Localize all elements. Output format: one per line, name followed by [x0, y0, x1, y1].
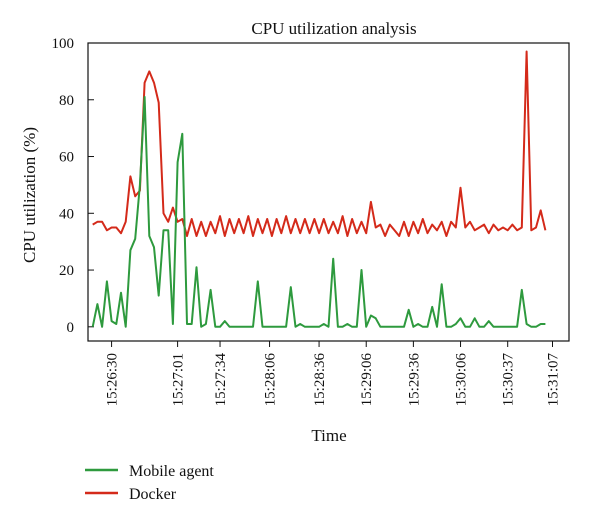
x-tick-label: 15:27:01	[171, 353, 187, 406]
y-tick-label: 20	[59, 263, 74, 279]
y-tick-label: 80	[59, 93, 74, 109]
plot-frame	[87, 42, 570, 342]
series-line-docker	[92, 50, 547, 237]
x-tick-label: 15:30:37	[501, 353, 517, 407]
y-tick-label: 100	[52, 36, 75, 52]
legend-label-mobile-agent: Mobile agent	[129, 463, 214, 480]
legend-item-docker: Docker	[85, 486, 177, 503]
y-axis-label: CPU utilization (%)	[20, 127, 39, 263]
x-axis: 15:26:30 15:27:01 15:27:34 15:28:06 15:28:36…	[105, 341, 561, 407]
x-tick-label: 15:30:06	[454, 353, 470, 407]
series-line-mobile-agent	[91, 95, 546, 328]
y-tick-label: 0	[67, 320, 75, 336]
chart-title: CPU utilization analysis	[251, 19, 416, 38]
x-axis-label: Time	[311, 426, 346, 445]
legend-item-mobile-agent: Mobile agent	[85, 463, 214, 480]
x-tick-label: 15:29:36	[406, 353, 422, 407]
series-layer	[91, 50, 547, 328]
legend: Mobile agent Docker	[85, 463, 214, 503]
x-tick-label: 15:28:06	[263, 353, 279, 407]
x-tick-label: 15:27:34	[213, 353, 229, 407]
legend-label-docker: Docker	[129, 486, 177, 503]
y-tick-label: 60	[59, 150, 74, 166]
x-tick-label: 15:29:06	[359, 353, 375, 407]
x-tick-label: 15:31:07	[545, 353, 561, 407]
x-tick-label: 15:26:30	[105, 353, 121, 406]
y-tick-label: 40	[59, 206, 74, 222]
x-tick-label: 15:28:36	[312, 353, 328, 407]
y-axis: 0 20 40 60 80 100	[52, 36, 94, 336]
